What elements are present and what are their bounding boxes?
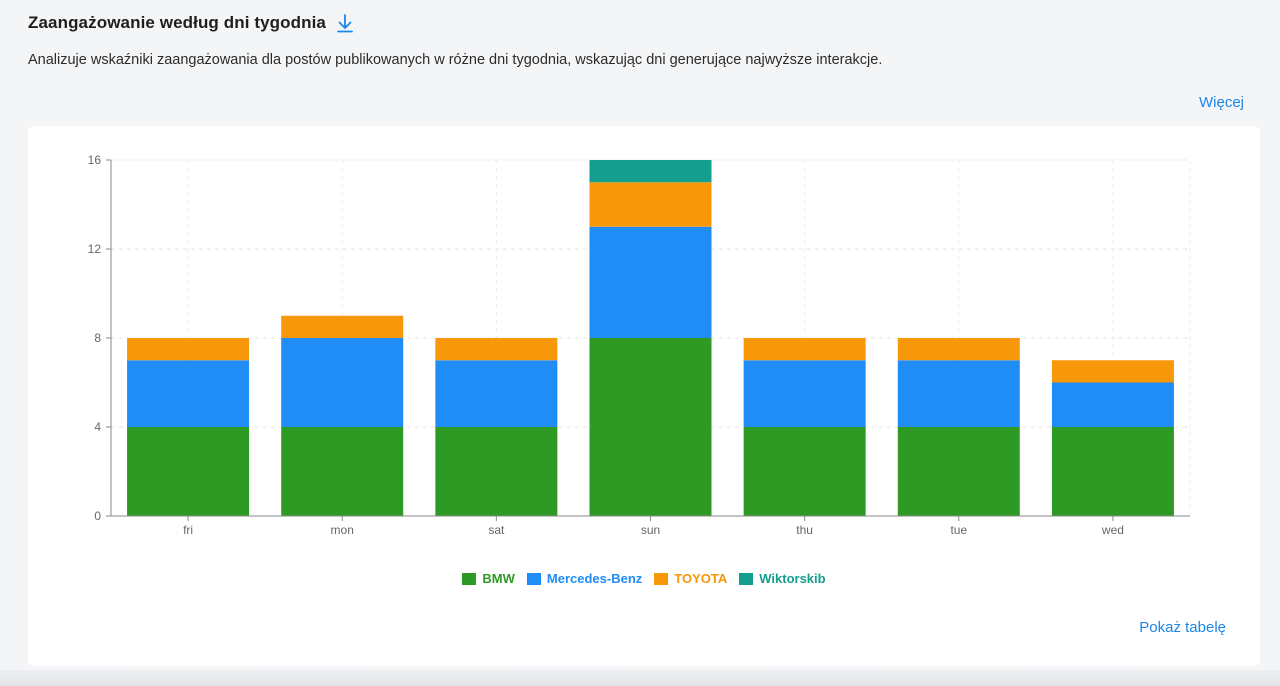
bar-segment-tue-toyota[interactable]: [897, 338, 1020, 361]
bar-segment-tue-mercedes-benz[interactable]: [897, 360, 1020, 427]
legend-label: BMW: [482, 571, 515, 586]
x-tick-label: sat: [488, 523, 505, 537]
y-tick-label: 0: [94, 509, 101, 523]
legend-item-toyota[interactable]: TOYOTA: [654, 571, 727, 586]
legend-item-bmw[interactable]: BMW: [462, 571, 515, 586]
chart-description: Analizuje wskaźniki zaangażowania dla po…: [28, 52, 883, 68]
more-link[interactable]: Więcej: [1198, 94, 1244, 111]
legend-label: Wiktorskib: [759, 571, 826, 586]
chart-title: Zaangażowanie według dni tygodnia: [28, 13, 326, 32]
x-tick-label: tue: [950, 523, 967, 537]
bar-segment-sun-toyota[interactable]: [589, 182, 712, 227]
bar-segment-fri-bmw[interactable]: [127, 427, 250, 516]
bar-segment-wed-bmw[interactable]: [1051, 427, 1174, 516]
bar-segment-thu-bmw[interactable]: [743, 427, 866, 516]
bar-segment-fri-toyota[interactable]: [127, 338, 250, 361]
legend-swatch: [526, 572, 541, 585]
x-tick-label: wed: [1101, 523, 1124, 537]
bar-segment-sat-bmw[interactable]: [435, 427, 558, 516]
download-icon[interactable]: [334, 12, 356, 34]
x-tick-label: mon: [331, 523, 354, 537]
bar-segment-sun-mercedes-benz[interactable]: [589, 226, 712, 338]
bar-segment-sat-toyota[interactable]: [435, 338, 558, 361]
bar-segment-sun-wiktorskib[interactable]: [589, 160, 712, 183]
legend-item-mercedes-benz[interactable]: Mercedes-Benz: [526, 571, 643, 586]
bar-segment-wed-mercedes-benz[interactable]: [1051, 382, 1174, 428]
stacked-bar-chart: 0 4 8 12 16 fri mon sat sun thu tue wed: [88, 153, 1191, 537]
legend-label: Mercedes-Benz: [546, 571, 643, 586]
bar-segment-fri-mercedes-benz[interactable]: [127, 360, 250, 427]
chart-legend: BMW Mercedes-Benz TOYOTA Wiktorskib: [28, 571, 1260, 586]
y-tick-label: 12: [88, 242, 102, 256]
bar-segment-wed-toyota[interactable]: [1051, 360, 1174, 383]
show-table-link[interactable]: Pokaż tabelę: [1139, 619, 1226, 636]
x-tick-label: sun: [641, 523, 660, 537]
bar-segment-mon-toyota[interactable]: [281, 315, 404, 338]
legend-swatch: [739, 572, 754, 585]
chart-header: Zaangażowanie według dni tygodnia: [28, 12, 356, 34]
bar-segment-thu-toyota[interactable]: [743, 338, 866, 361]
y-tick-label: 16: [88, 153, 102, 167]
page-bottom-edge: [0, 670, 1280, 686]
y-tick-label: 4: [94, 420, 101, 434]
bar-segment-thu-mercedes-benz[interactable]: [743, 360, 866, 427]
legend-item-wiktorskib[interactable]: Wiktorskib: [739, 571, 826, 586]
bar-segment-sun-bmw[interactable]: [589, 338, 712, 516]
bar-segment-mon-bmw[interactable]: [281, 427, 404, 516]
y-tick-label: 8: [94, 331, 101, 345]
bar-segment-sat-mercedes-benz[interactable]: [435, 360, 558, 427]
legend-swatch: [654, 572, 669, 585]
legend-label: TOYOTA: [674, 571, 728, 586]
bar-segment-tue-bmw[interactable]: [897, 427, 1020, 516]
chart-card: 0 4 8 12 16 fri mon sat sun thu tue wed BMW Mercedes…: [28, 126, 1260, 666]
x-tick-label: fri: [183, 523, 193, 537]
bar-segment-mon-mercedes-benz[interactable]: [281, 338, 404, 427]
legend-swatch: [462, 572, 477, 585]
x-tick-label: thu: [796, 523, 813, 537]
